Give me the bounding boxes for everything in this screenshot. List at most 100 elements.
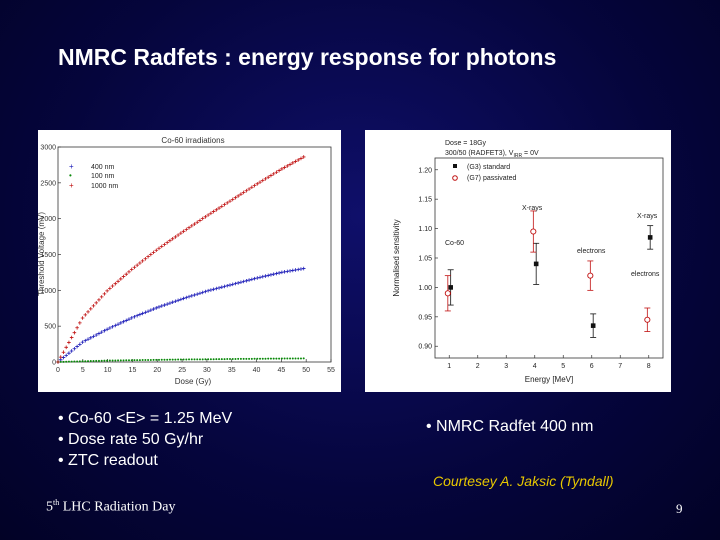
point-400-nm: [250, 277, 254, 282]
point-100-nm: [223, 358, 226, 361]
point-400-nm: [143, 310, 148, 315]
x-tick-label: 0: [56, 367, 60, 374]
point-1000-nm: [168, 238, 172, 243]
point-100-nm: [237, 357, 240, 360]
point-100-nm: [89, 360, 92, 363]
point-1000-nm: [67, 340, 71, 345]
point-1000-nm: [88, 307, 93, 311]
point-400-nm: [293, 268, 298, 272]
point-100-nm: [209, 358, 212, 361]
point-100-nm: [220, 358, 223, 361]
right-bullet: NMRC Radfet 400 nm: [426, 418, 593, 436]
point-1000-nm: [209, 211, 213, 216]
point-100-nm: [283, 357, 286, 360]
point-400-nm: [97, 331, 101, 336]
point-100-nm: [253, 357, 256, 360]
point-1000-nm: [184, 227, 189, 232]
y-tick-label: 2500: [40, 180, 56, 187]
point-1000-nm: [86, 310, 90, 314]
point-1000-nm: [260, 178, 265, 183]
point-400-nm: [108, 326, 112, 330]
point-100-nm: [179, 358, 182, 361]
x-tick-label: 1: [447, 363, 451, 370]
x-axis-label: Dose (Gy): [175, 377, 212, 386]
point-1000-nm: [214, 208, 219, 212]
point-standard: [647, 235, 653, 240]
point-1000-nm: [228, 199, 232, 203]
point-400-nm: [64, 353, 68, 358]
point-400-nm: [296, 267, 301, 272]
y-tick-label: 0.95: [418, 314, 432, 321]
point-400-nm: [94, 333, 99, 337]
point-1000-nm: [225, 201, 230, 205]
point-1000-nm: [102, 292, 107, 296]
point-400-nm: [159, 304, 164, 308]
point-100-nm: [67, 360, 70, 363]
point-1000-nm: [56, 360, 60, 364]
point-400-nm: [203, 289, 208, 294]
point-passivated: [644, 316, 651, 323]
point-400-nm: [225, 283, 230, 288]
point-100-nm: [155, 358, 158, 361]
point-400-nm: [129, 316, 134, 320]
point-400-nm: [118, 321, 123, 325]
point-400-nm: [88, 336, 93, 340]
point-100-nm: [272, 357, 275, 360]
courtesy-credit: Courtesey A. Jaksic (Tyndall): [433, 473, 614, 489]
legend-marker-1000: +: [69, 181, 74, 190]
point-1000-nm: [271, 172, 276, 176]
point-100-nm: [278, 357, 281, 360]
point-1000-nm: [263, 177, 268, 181]
legend-label-1000: 1000 nm: [91, 183, 118, 190]
point-passivated: [587, 272, 594, 279]
point-1000-nm: [129, 267, 134, 272]
point-1000-nm: [258, 180, 262, 184]
point-1000-nm: [91, 304, 96, 308]
point-1000-nm: [69, 335, 74, 340]
point-400-nm: [288, 269, 292, 273]
point-100-nm: [141, 359, 144, 362]
legend-marker-100: •: [69, 171, 72, 180]
point-100-nm: [127, 359, 130, 362]
point-1000-nm: [230, 197, 235, 202]
x-tick-label: 30: [203, 367, 211, 374]
point-1000-nm: [280, 167, 284, 171]
point-1000-nm: [285, 164, 290, 168]
annotation-xrays-8: X-rays: [637, 213, 658, 220]
x-tick-label: 6: [590, 363, 594, 370]
point-1000-nm: [146, 254, 150, 259]
point-passivated: [444, 290, 451, 297]
point-100-nm: [149, 358, 152, 361]
x-tick-label: 25: [178, 367, 186, 374]
point-400-nm: [282, 270, 287, 274]
point-400-nm: [222, 284, 227, 289]
point-100-nm: [130, 359, 133, 362]
y-tick-label: 1.10: [418, 226, 432, 233]
point-1000-nm: [195, 220, 200, 225]
point-400-nm: [72, 346, 77, 351]
point-1000-nm: [143, 256, 148, 261]
legend-label-400: 400 nm: [91, 164, 115, 171]
point-400-nm: [200, 290, 205, 295]
annotation-co60: Co-60: [445, 240, 464, 247]
point-standard: [533, 261, 539, 267]
point-100-nm: [158, 358, 161, 361]
y-axis-label: Threshold Voltage (mV): [38, 212, 46, 296]
y-tick-label: 500: [44, 324, 56, 331]
x-tick-label: 35: [228, 367, 236, 374]
x-tick-label: 45: [277, 367, 285, 374]
point-1000-nm: [170, 237, 175, 241]
point-100-nm: [144, 359, 147, 362]
point-400-nm: [69, 349, 74, 353]
point-100-nm: [73, 360, 76, 363]
x-tick-label: 2: [476, 363, 480, 370]
point-400-nm: [162, 303, 167, 307]
point-1000-nm: [154, 248, 159, 253]
point-400-nm: [151, 307, 156, 311]
point-100-nm: [289, 357, 292, 360]
point-400-nm: [113, 323, 118, 328]
point-1000-nm: [118, 277, 123, 281]
point-1000-nm: [203, 214, 208, 219]
point-1000-nm: [94, 301, 99, 305]
point-100-nm: [250, 357, 253, 360]
